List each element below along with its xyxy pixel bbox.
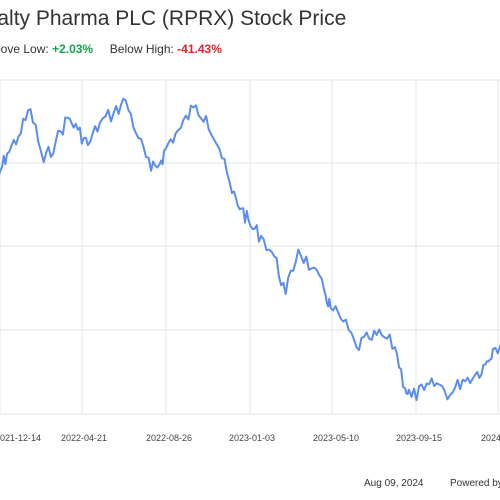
footer-powered: Powered by: [450, 478, 500, 489]
footer-date: Aug 09, 2024: [364, 478, 424, 489]
x-tick-label: 2023-09-15: [396, 433, 442, 443]
stock-price-chart: 2021-12-14 2022-04-21 2022-08-26 2023-01-03…: [0, 79, 500, 443]
above-low-label: Above Low:: [0, 42, 49, 56]
x-tick-label: 2024-01-22: [481, 433, 500, 443]
stats-row: Above Low: +2.03% Below High: -41.43%: [0, 38, 500, 60]
x-tick-label: 2022-08-26: [146, 433, 192, 443]
below-high-label: Below High:: [109, 42, 174, 56]
x-tick-label: 2023-01-03: [229, 433, 275, 443]
chart-footer: Aug 09, 2024 Powered by: [0, 478, 500, 496]
above-low-value: +2.03%: [52, 42, 94, 56]
price-line: [0, 97, 500, 402]
x-tick-label: 2021-12-14: [0, 433, 41, 443]
x-tick-label: 2023-05-10: [313, 433, 359, 443]
chart-title: Royalty Pharma PLC (RPRX) Stock Price: [0, 7, 347, 30]
below-high-value: -41.43%: [177, 42, 222, 56]
x-tick-label: 2022-04-21: [61, 433, 107, 443]
